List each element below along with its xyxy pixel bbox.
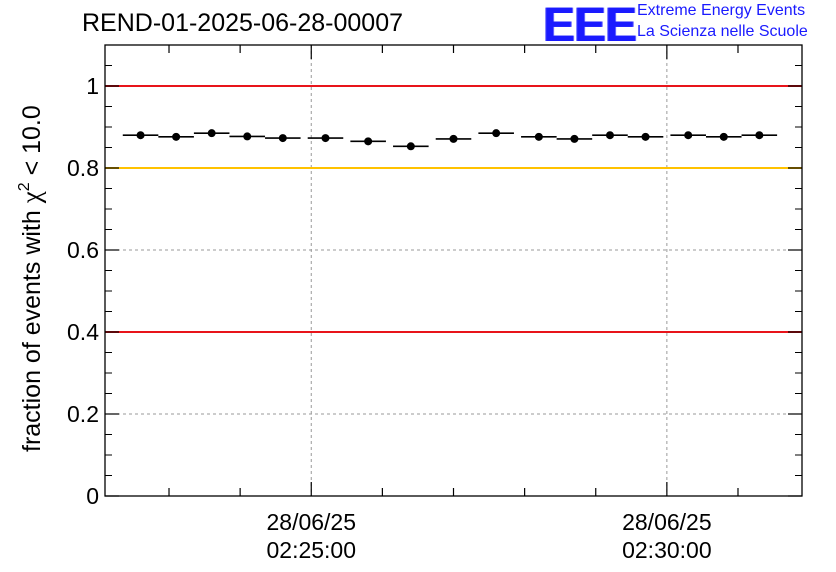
data-point xyxy=(265,134,301,143)
data-point xyxy=(521,132,557,141)
reference-lines xyxy=(105,85,802,333)
y-tick-label: 0.8 xyxy=(67,155,99,181)
data-point-marker xyxy=(605,131,614,140)
data-series xyxy=(122,129,778,151)
data-point xyxy=(393,142,429,151)
data-point-marker xyxy=(684,131,693,140)
data-point-marker xyxy=(207,129,216,138)
data-point-marker xyxy=(136,131,145,140)
x-tick-label-date: 28/06/25 xyxy=(266,509,356,535)
data-point xyxy=(350,137,386,146)
grid-layer xyxy=(105,45,802,496)
data-point xyxy=(627,132,664,141)
data-point-marker xyxy=(534,132,543,141)
data-point-marker xyxy=(321,134,330,143)
data-point-marker xyxy=(406,142,415,151)
axis-labels: 00.20.40.60.8128/06/2502:25:0028/06/2502… xyxy=(16,73,712,563)
data-point xyxy=(193,129,230,138)
data-point xyxy=(592,131,628,140)
data-point xyxy=(705,132,742,141)
data-point-marker xyxy=(172,132,181,141)
y-tick-label: 1 xyxy=(86,73,99,99)
data-point-marker xyxy=(755,131,764,140)
data-point xyxy=(229,132,266,141)
data-point xyxy=(556,134,593,143)
data-point-marker xyxy=(278,134,287,143)
y-tick-label: 0.4 xyxy=(67,319,99,345)
y-axis-label: fraction of events with χ2 < 10.0 xyxy=(16,105,46,452)
y-tick-label: 0 xyxy=(86,483,99,509)
data-point-marker xyxy=(719,132,728,141)
y-tick-label: 0.6 xyxy=(67,237,99,263)
logo-mark: EEE xyxy=(543,0,637,52)
x-tick-label-time: 02:30:00 xyxy=(622,537,712,563)
data-point-marker xyxy=(243,132,252,141)
data-point-marker xyxy=(570,134,579,143)
data-point xyxy=(122,131,159,140)
axes-frame xyxy=(104,44,803,497)
axis-ticks xyxy=(105,44,802,497)
logo-subtitle-1: Extreme Energy Events xyxy=(637,2,806,19)
data-point xyxy=(741,131,778,140)
data-point xyxy=(670,131,706,140)
logo-subtitle-2: La Scienza nelle Scuole xyxy=(637,23,808,40)
data-point-marker xyxy=(449,134,458,143)
plot-frame xyxy=(104,44,803,497)
x-tick-label-date: 28/06/25 xyxy=(622,509,712,535)
chart-title: REND-01-2025-06-28-00007 xyxy=(82,9,404,37)
data-point-marker xyxy=(492,129,501,138)
data-point xyxy=(435,134,472,143)
x-tick-label-time: 02:25:00 xyxy=(266,537,356,563)
data-point-marker xyxy=(364,137,373,146)
data-point xyxy=(158,132,194,141)
data-point xyxy=(307,134,344,143)
data-point xyxy=(478,129,514,138)
data-point-marker xyxy=(641,132,650,141)
y-tick-label: 0.2 xyxy=(67,401,99,427)
